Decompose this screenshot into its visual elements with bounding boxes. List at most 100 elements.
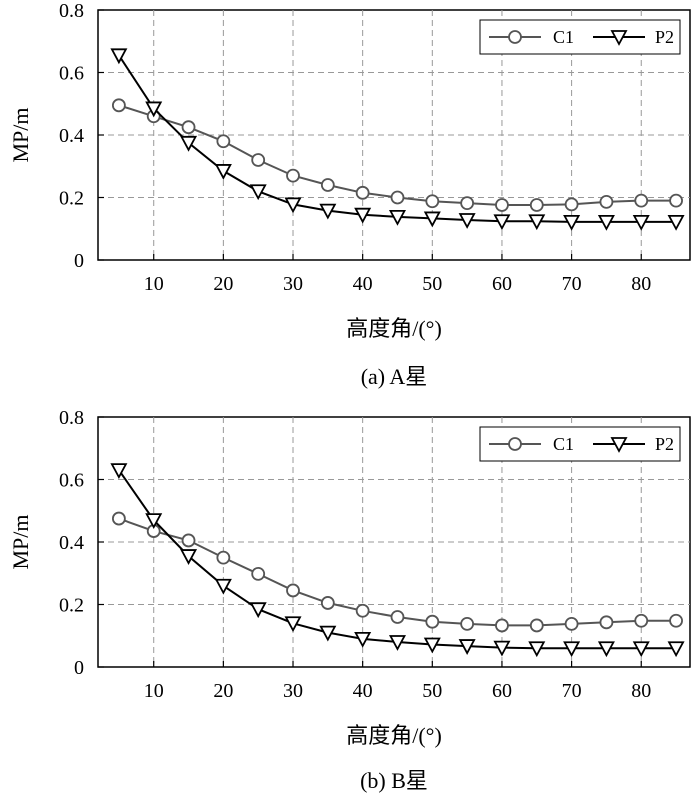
data-point-p2: [458, 639, 476, 655]
data-point-c1: [111, 98, 126, 113]
y-tick-label: 0.4: [59, 532, 84, 554]
data-point-p2: [354, 207, 372, 224]
panel-caption-a: (a) A星: [361, 364, 428, 389]
data-point-p2: [597, 214, 615, 231]
data-point-c1: [564, 616, 579, 631]
series-layer: [110, 463, 685, 658]
data-point-p2: [284, 616, 302, 633]
data-point-c1: [181, 120, 196, 135]
x-tick-label: 80: [631, 273, 651, 295]
data-point-c1: [355, 185, 370, 200]
data-point-p2: [667, 641, 685, 658]
x-tick-label: 40: [353, 680, 373, 702]
x-tick-label: 60: [492, 680, 512, 702]
data-point-p2: [563, 214, 581, 231]
data-point-p2: [528, 641, 546, 658]
x-tick-label: 50: [422, 273, 442, 295]
x-axis-label: 高度角/(°): [346, 723, 442, 748]
data-point-p2: [563, 641, 581, 658]
data-point-c1: [495, 198, 509, 212]
data-point-c1: [286, 583, 300, 598]
data-point-c1: [495, 618, 509, 633]
y-tick-label: 0: [74, 657, 84, 679]
data-point-p2: [319, 625, 337, 642]
y-axis-label: MP/m: [8, 107, 33, 162]
legend-marker-c1: [508, 30, 522, 44]
data-point-c1: [634, 613, 649, 628]
legend: C1 P2: [479, 19, 681, 55]
x-axis-label: 高度角/(°): [346, 316, 442, 341]
data-point-c1: [216, 134, 231, 149]
chart-panel-a: 10 20 30 40 50 60 70 80 0 0.2 0.4 0.6 0.8 MP/m 高度角/(…: [8, 0, 691, 389]
data-point-c1: [425, 194, 440, 209]
data-point-c1: [460, 616, 475, 631]
data-point-c1: [529, 618, 544, 633]
data-point-p2: [354, 631, 372, 648]
y-tick-label: 0.2: [59, 595, 84, 617]
legend-label-p2: P2: [655, 434, 674, 454]
data-point-p2: [597, 641, 615, 658]
legend: C1 P2: [479, 426, 681, 462]
x-tick-label: 20: [213, 273, 233, 295]
x-tick-label: 70: [562, 680, 582, 702]
y-tick-label: 0: [74, 250, 84, 272]
data-point-p2: [528, 214, 546, 231]
data-point-c1: [599, 194, 614, 209]
data-point-p2: [180, 549, 198, 565]
x-tick-label: 20: [213, 680, 233, 702]
data-point-c1: [251, 566, 266, 581]
data-point-c1: [320, 596, 335, 610]
legend-label-c1: C1: [553, 434, 574, 454]
y-tick-label: 0.6: [59, 63, 84, 85]
data-point-p2: [458, 213, 476, 229]
data-point-c1: [111, 511, 126, 526]
legend-label-c1: C1: [553, 27, 574, 47]
data-point-p2: [632, 641, 650, 658]
data-point-c1: [251, 153, 266, 167]
data-point-p2: [249, 184, 267, 201]
data-point-p2: [667, 214, 685, 231]
data-point-c1: [320, 178, 335, 192]
data-point-p2: [145, 101, 163, 118]
data-point-c1: [390, 610, 405, 624]
y-tick-label: 0.4: [59, 125, 84, 147]
data-point-p2: [319, 203, 337, 220]
data-point-p2: [110, 48, 128, 65]
panel-caption-b: (b) B星: [360, 768, 428, 793]
data-point-c1: [216, 550, 231, 565]
tick-labels: 10 20 30 40 50 60 70 80 0 0.2 0.4 0.6 0.8: [59, 0, 651, 295]
data-point-p2: [214, 164, 232, 180]
x-tick-label: 10: [144, 680, 164, 702]
y-tick-label: 0.6: [59, 470, 84, 492]
data-point-p2: [145, 513, 163, 530]
series-line-c1: [118, 517, 677, 627]
x-tick-label: 30: [283, 680, 303, 702]
x-tick-label: 70: [562, 273, 582, 295]
x-tick-label: 30: [283, 273, 303, 295]
data-point-c1: [634, 193, 649, 208]
x-tick-label: 10: [144, 273, 164, 295]
data-point-p2: [388, 209, 406, 226]
tick-labels: 10 20 30 40 50 60 70 80 0 0.2 0.4 0.6 0.8: [59, 407, 651, 702]
x-tick-label: 40: [353, 273, 373, 295]
data-point-c1: [564, 197, 579, 212]
chart-panel-b: 10 20 30 40 50 60 70 80 0 0.2 0.4 0.6 0.8 MP/m 高度角/(…: [8, 407, 691, 793]
legend-label-p2: P2: [655, 27, 674, 47]
y-tick-label: 0.8: [59, 0, 84, 22]
data-point-p2: [284, 197, 302, 214]
data-point-c1: [599, 615, 614, 630]
x-tick-label: 80: [631, 680, 651, 702]
series-layer: [110, 48, 685, 231]
data-point-p2: [493, 214, 511, 231]
data-point-p2: [214, 578, 232, 595]
data-point-p2: [249, 602, 267, 619]
data-point-p2: [423, 211, 441, 228]
y-axis-label: MP/m: [8, 514, 33, 569]
legend-marker-p2: [610, 437, 628, 453]
x-tick-label: 60: [492, 273, 512, 295]
data-point-c1: [529, 198, 544, 212]
data-point-p2: [632, 214, 650, 231]
legend-marker-p2: [610, 30, 628, 46]
data-point-c1: [355, 603, 370, 618]
